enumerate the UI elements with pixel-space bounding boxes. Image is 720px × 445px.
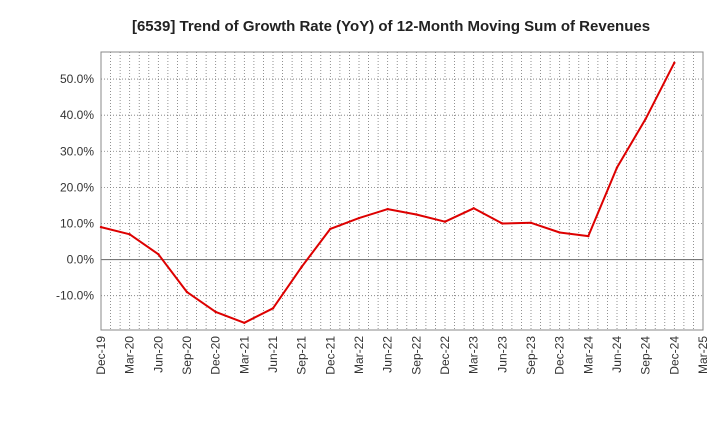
data-point [99, 225, 103, 229]
y-tick-label: 40.0% [60, 108, 94, 122]
x-tick-label: Dec-24 [667, 336, 681, 375]
x-tick-label: Mar-21 [237, 336, 251, 374]
x-tick-label: Jun-22 [381, 336, 395, 373]
data-point [185, 290, 189, 294]
chart-title: [6539] Trend of Growth Rate (YoY) of 12-… [132, 18, 650, 35]
data-point [587, 234, 590, 238]
x-tick-label: Mar-22 [352, 336, 366, 374]
x-tick-label: Dec-23 [553, 336, 567, 375]
x-tick-label: Jun-20 [151, 336, 165, 373]
y-tick-label: 0.0% [67, 253, 95, 267]
data-point [243, 321, 246, 324]
data-point [415, 213, 418, 216]
grid [101, 52, 703, 330]
x-tick-label: Jun-23 [495, 336, 509, 373]
x-tick-label: Sep-20 [180, 336, 194, 375]
y-tick-label: 30.0% [60, 144, 94, 158]
data-point [529, 221, 533, 224]
x-tick-label: Sep-21 [295, 336, 309, 375]
x-tick-label: Dec-20 [209, 336, 223, 375]
data-point [357, 216, 361, 220]
data-point [501, 222, 504, 225]
x-tick-label: Sep-23 [524, 336, 538, 375]
y-tick-label: -10.0% [56, 289, 94, 303]
data-point [271, 307, 275, 310]
x-tick-label: Dec-19 [94, 336, 108, 375]
x-tick-label: Jun-24 [610, 336, 624, 373]
data-point [386, 207, 389, 211]
x-tick-label: Mar-24 [581, 336, 595, 374]
data-point [472, 207, 475, 210]
x-tick-label: Sep-22 [409, 336, 423, 375]
data-point [558, 231, 561, 234]
axes [100, 51, 704, 331]
x-axis-tick-labels: Dec-19 Mar-20 Jun-20 Sep-20 Dec-20 Mar-21 Jun-… [94, 336, 710, 375]
x-tick-label: Dec-21 [323, 336, 337, 375]
data-point [329, 227, 332, 231]
data-point [443, 220, 447, 223]
data-point [673, 61, 676, 65]
y-tick-label: 10.0% [60, 216, 94, 230]
plot-frame [100, 51, 704, 331]
data-point [300, 265, 303, 269]
y-tick-label: 20.0% [60, 180, 94, 194]
x-tick-label: Sep-24 [639, 336, 653, 375]
x-tick-label: Mar-20 [123, 336, 137, 374]
x-tick-label: Mar-25 [696, 336, 710, 374]
y-tick-label: 50.0% [60, 72, 94, 86]
x-tick-label: Dec-22 [438, 336, 452, 375]
data-point [214, 310, 217, 314]
data-point [615, 166, 619, 169]
series-layer [99, 61, 676, 324]
data-point [644, 117, 647, 120]
data-point [157, 252, 160, 256]
y-axis-tick-labels: -10.0% 0.0% 10.0% 20.0% 30.0% 40.0% 50.0% [56, 72, 94, 303]
x-tick-label: Mar-23 [467, 336, 481, 374]
x-tick-label: Jun-21 [266, 336, 280, 373]
data-point [128, 233, 131, 236]
